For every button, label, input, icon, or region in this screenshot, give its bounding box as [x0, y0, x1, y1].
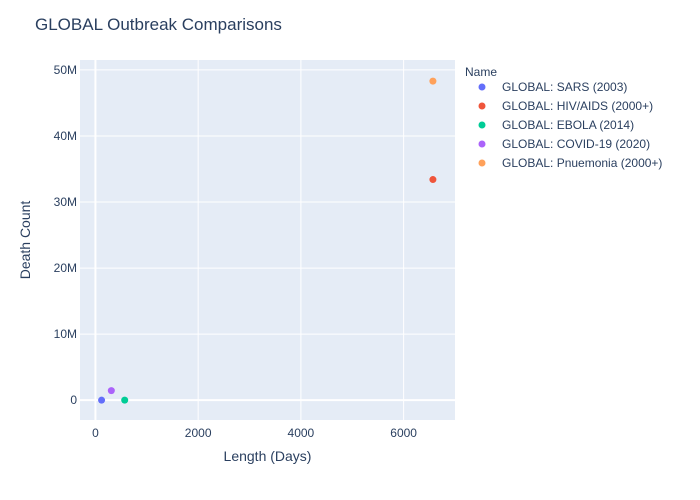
legend-item-label[interactable]: GLOBAL: SARS (2003) [502, 80, 627, 94]
chart-title: GLOBAL Outbreak Comparisons [35, 15, 282, 34]
x-tick-label: 0 [92, 426, 99, 440]
y-tick-label: 10M [54, 327, 77, 341]
legend-marker [478, 121, 486, 129]
legend-item-label[interactable]: GLOBAL: COVID-19 (2020) [502, 137, 650, 151]
legend-item-label[interactable]: GLOBAL: EBOLA (2014) [502, 118, 634, 132]
legend-marker [478, 102, 486, 110]
plot-area [80, 60, 455, 420]
data-point[interactable] [98, 396, 106, 404]
x-tick-label: 2000 [185, 426, 212, 440]
legend: Name GLOBAL: SARS (2003) GLOBAL: HIV/AIDS… [465, 65, 662, 170]
y-axis-label: Death Count [17, 201, 33, 280]
legend-item-label[interactable]: GLOBAL: HIV/AIDS (2000+) [502, 99, 653, 113]
legend-marker [478, 140, 486, 148]
legend-item-label[interactable]: GLOBAL: Pnuemonia (2000+) [502, 156, 662, 170]
data-point[interactable] [429, 77, 437, 85]
y-tick-label: 50M [54, 63, 77, 77]
data-point[interactable] [429, 176, 437, 184]
x-tick-label: 6000 [390, 426, 417, 440]
legend-items: GLOBAL: SARS (2003) GLOBAL: HIV/AIDS (200… [478, 80, 662, 170]
legend-marker [478, 159, 486, 167]
legend-title: Name [465, 65, 497, 79]
y-tick-label: 20M [54, 261, 77, 275]
grid-layer [80, 60, 455, 420]
legend-marker [478, 83, 486, 91]
data-point[interactable] [121, 396, 129, 404]
point-layer [98, 77, 437, 404]
tick-layer: 0 2000 4000 6000 0 10M 20M 30M 40M 50M [54, 63, 418, 440]
y-tick-label: 30M [54, 195, 77, 209]
x-axis-label: Length (Days) [224, 448, 312, 464]
y-tick-label: 40M [54, 129, 77, 143]
x-tick-label: 4000 [288, 426, 315, 440]
y-tick-label: 0 [70, 393, 77, 407]
data-point[interactable] [107, 387, 115, 395]
